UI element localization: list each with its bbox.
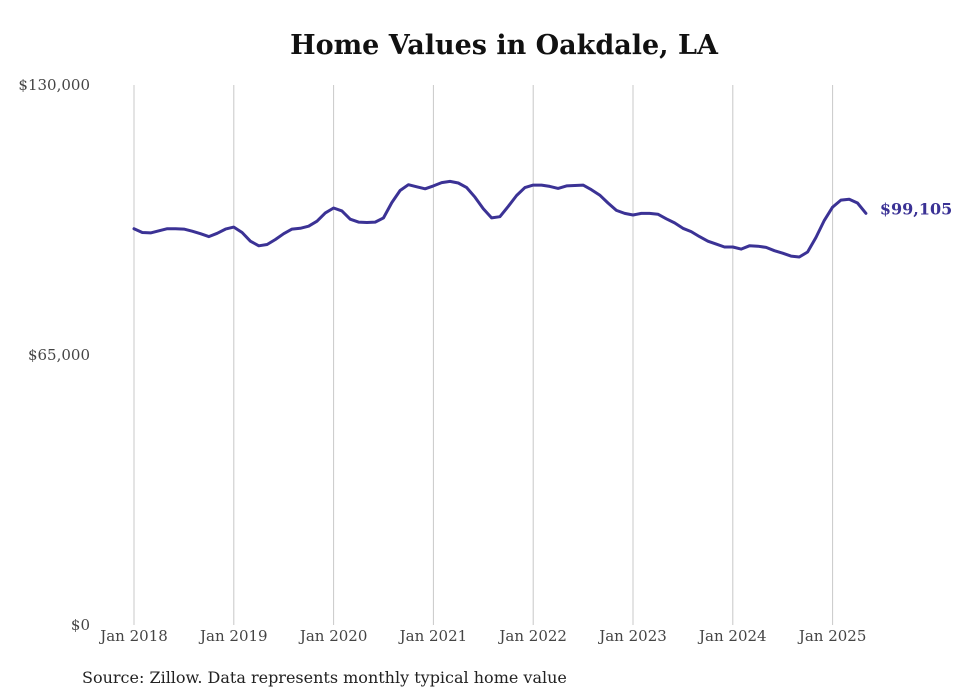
y-axis-ticks: $130,000 $65,000 $0 bbox=[18, 76, 90, 634]
y-tick-label: $130,000 bbox=[18, 76, 90, 94]
x-tick-label: Jan 2024 bbox=[697, 627, 767, 645]
x-tick-label: Jan 2018 bbox=[98, 627, 168, 645]
data-labels: $99,105 bbox=[880, 199, 952, 218]
end-value-label: $99,105 bbox=[880, 199, 952, 218]
x-tick-label: Jan 2021 bbox=[398, 627, 468, 645]
x-tick-label: Jan 2020 bbox=[298, 627, 368, 645]
x-axis-ticks: Jan 2018 Jan 2019 Jan 2020 Jan 2021 Jan 2022… bbox=[98, 627, 866, 645]
y-tick-label: $65,000 bbox=[28, 346, 90, 364]
y-tick-label: $0 bbox=[71, 616, 90, 634]
x-tick-label: Jan 2023 bbox=[597, 627, 667, 645]
source-note: Source: Zillow. Data represents monthly … bbox=[82, 668, 567, 687]
grid-lines bbox=[133, 85, 834, 625]
series-line bbox=[132, 179, 868, 259]
chart-title: Home Values in Oakdale, LA bbox=[290, 30, 718, 61]
series-lines bbox=[132, 179, 868, 259]
x-tick-label: Jan 2022 bbox=[497, 627, 567, 645]
x-tick-label: Jan 2025 bbox=[797, 627, 867, 645]
x-tick-label: Jan 2019 bbox=[198, 627, 268, 645]
